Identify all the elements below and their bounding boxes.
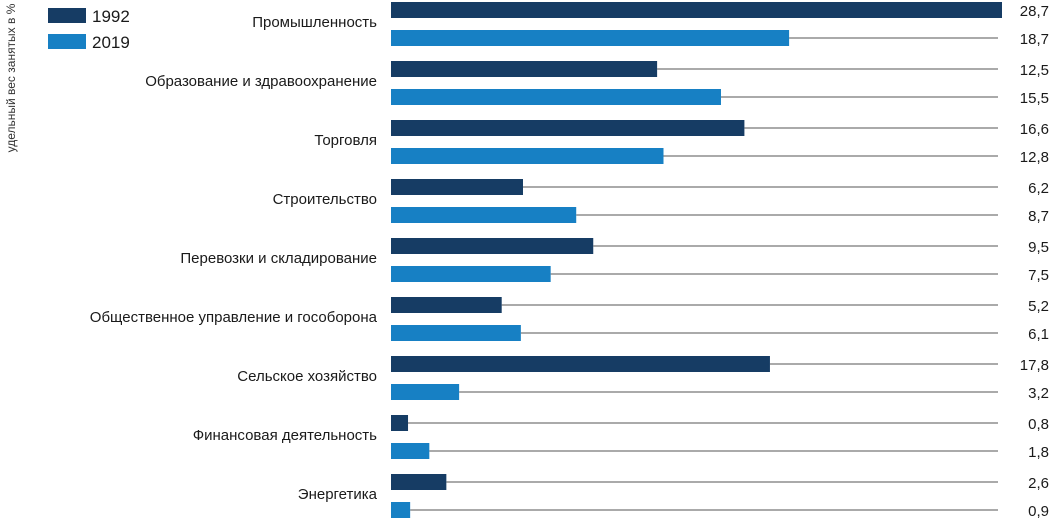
value-label: 17,8 (1020, 357, 1049, 374)
value-label: 28,7 (1020, 3, 1049, 20)
chart-rows: Промышленность 28,7 18,7 Образование и здра… (90, 2, 1049, 520)
bar-2019 (391, 502, 411, 518)
category-label: Сельское хозяйство (237, 368, 377, 385)
value-label: 2,6 (1028, 475, 1049, 492)
legend-swatch-1992 (48, 8, 86, 23)
bar-1992 (391, 2, 1002, 18)
legend-label-1992: 1992 (92, 7, 130, 26)
bar-1992 (391, 120, 745, 136)
value-label: 9,5 (1028, 239, 1049, 256)
bar-2019 (391, 266, 551, 282)
bar-2019 (391, 443, 430, 459)
value-label: 0,8 (1028, 416, 1049, 433)
bar-2019 (391, 325, 521, 341)
category-label: Энергетика (298, 486, 378, 503)
value-label: 3,2 (1028, 385, 1049, 402)
bar-2019 (391, 207, 577, 223)
y-axis-label: удельный вес занятых в % (4, 3, 18, 152)
value-label: 7,5 (1028, 267, 1049, 284)
legend-label-2019: 2019 (92, 33, 130, 52)
legend-swatch-2019 (48, 34, 86, 49)
bar-1992 (391, 238, 594, 254)
value-label: 12,5 (1020, 62, 1049, 79)
bar-1992 (391, 415, 409, 431)
bar-2019 (391, 30, 790, 46)
value-label: 0,9 (1028, 503, 1049, 520)
bar-1992 (391, 356, 770, 372)
bar-1992 (391, 474, 447, 490)
category-label: Торговля (314, 132, 377, 149)
value-label: 8,7 (1028, 208, 1049, 225)
category-label: Строительство (273, 191, 377, 208)
category-label: Промышленность (252, 14, 377, 31)
bar-2019 (391, 384, 460, 400)
category-label: Перевозки и складирование (180, 250, 377, 267)
value-label: 6,1 (1028, 326, 1049, 343)
bar-2019 (391, 148, 664, 164)
bar-1992 (391, 61, 658, 77)
bar-1992 (391, 179, 523, 195)
value-label: 1,8 (1028, 444, 1049, 461)
category-label: Общественное управление и гособорона (90, 309, 378, 326)
value-label: 5,2 (1028, 298, 1049, 315)
category-label: Финансовая деятельность (193, 427, 377, 444)
category-label: Образование и здравоохранение (145, 73, 377, 90)
bar-1992 (391, 297, 502, 313)
bar-2019 (391, 89, 721, 105)
value-label: 18,7 (1020, 31, 1049, 48)
legend: 1992 2019 (48, 7, 130, 52)
value-label: 16,6 (1020, 121, 1049, 138)
value-label: 6,2 (1028, 180, 1049, 197)
value-label: 12,8 (1020, 149, 1049, 166)
value-label: 15,5 (1020, 90, 1049, 107)
